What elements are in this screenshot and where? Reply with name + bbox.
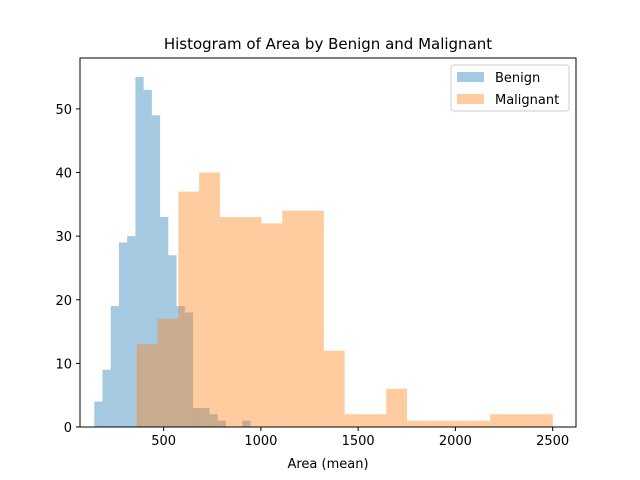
- chart-title: Histogram of Area by Benign and Malignan…: [164, 35, 492, 53]
- benign-bar: [242, 420, 251, 427]
- malignant-bar: [240, 217, 262, 427]
- x-tick-label: 1000: [244, 434, 277, 449]
- legend-label-malignant: Malignant: [495, 93, 559, 108]
- malignant-bar: [261, 223, 283, 427]
- malignant-bar: [178, 191, 200, 427]
- x-axis-label: Area (mean): [287, 457, 368, 472]
- legend-label-benign: Benign: [495, 71, 540, 86]
- x-tick-label: 2500: [536, 434, 569, 449]
- malignant-bar: [303, 210, 324, 427]
- y-tick-label: 0: [64, 421, 72, 436]
- legend-swatch-malignant: [457, 94, 484, 104]
- malignant-bar: [365, 414, 387, 427]
- benign-bar: [160, 217, 169, 427]
- x-tick-label: 500: [151, 434, 176, 449]
- x-tick-label: 1500: [342, 434, 375, 449]
- malignant-bar: [136, 344, 158, 427]
- malignant-bar: [469, 420, 491, 427]
- benign-bar: [118, 242, 128, 427]
- malignant-bar: [323, 350, 345, 427]
- benign-bar: [201, 407, 210, 427]
- benign-bar: [217, 420, 226, 427]
- legend: Benign Malignant: [450, 64, 570, 112]
- malignant-bar: [531, 414, 553, 427]
- malignant-bar: [219, 217, 241, 427]
- benign-bar: [176, 306, 185, 427]
- legend-swatch-benign: [457, 72, 484, 82]
- x-axis-ticks: 500 1000 1500 2000 2500: [151, 427, 569, 449]
- y-tick-label: 50: [55, 103, 72, 118]
- y-tick-label: 20: [55, 294, 72, 309]
- benign-bar: [127, 236, 136, 427]
- benign-bar: [151, 115, 161, 428]
- malignant-bar: [344, 414, 366, 427]
- malignant-bar: [448, 420, 470, 427]
- benign-bar: [192, 407, 202, 427]
- malignant-bar: [199, 172, 220, 427]
- y-tick-label: 10: [55, 357, 72, 372]
- benign-bar: [184, 312, 193, 427]
- benign-bar: [209, 414, 218, 427]
- bars-layer: [94, 77, 553, 428]
- malignant-bar: [282, 210, 304, 427]
- malignant-bar: [510, 414, 532, 427]
- y-tick-label: 30: [55, 230, 72, 245]
- benign-bar: [143, 89, 152, 427]
- malignant-bar: [427, 420, 449, 427]
- x-tick-label: 2000: [439, 434, 472, 449]
- benign-bar: [110, 306, 119, 427]
- benign-bar: [168, 255, 177, 427]
- legend-box: [450, 64, 570, 112]
- malignant-bar: [386, 388, 408, 427]
- y-tick-label: 40: [55, 167, 72, 182]
- malignant-bar: [157, 318, 179, 427]
- plot-frame: [79, 57, 577, 428]
- y-axis-ticks: 0 10 20 30 40 50: [55, 103, 80, 436]
- benign-bar: [135, 77, 144, 427]
- malignant-bar: [407, 420, 428, 427]
- benign-bar: [102, 369, 111, 427]
- benign-bar: [94, 401, 103, 427]
- malignant-bar: [490, 414, 511, 427]
